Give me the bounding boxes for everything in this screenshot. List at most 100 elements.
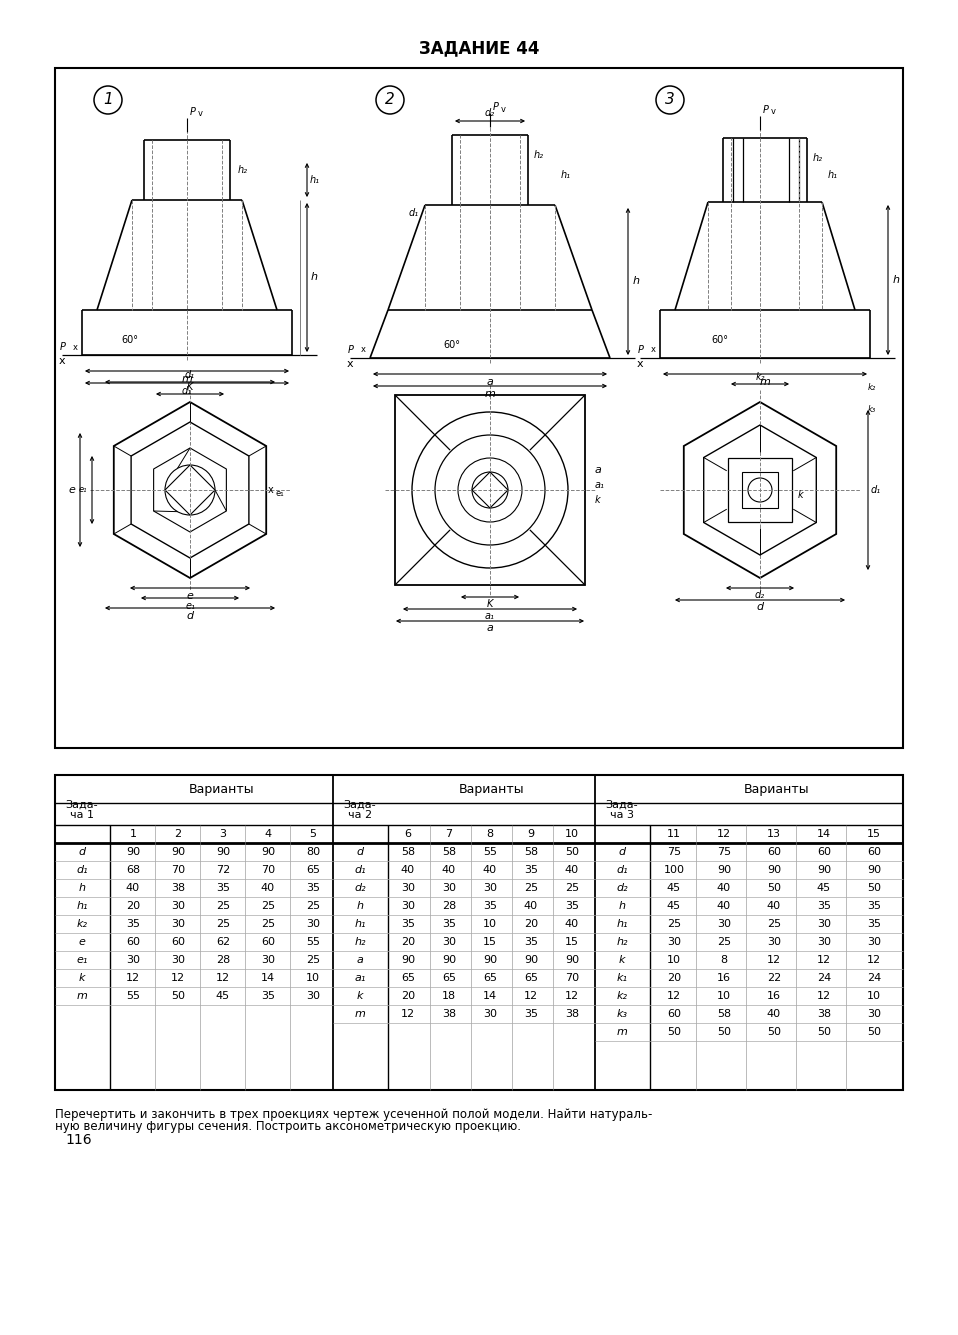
Text: h₁: h₁: [828, 170, 838, 180]
Text: 58: 58: [442, 846, 456, 857]
Text: 10: 10: [565, 829, 579, 838]
Text: 14: 14: [817, 829, 831, 838]
Text: x: x: [651, 346, 656, 355]
Text: 60: 60: [767, 846, 781, 857]
Text: 38: 38: [171, 882, 185, 893]
Text: 3: 3: [219, 829, 226, 838]
Text: 10: 10: [867, 991, 881, 1001]
Text: 35: 35: [483, 901, 497, 910]
Text: 12: 12: [867, 955, 881, 965]
Text: P: P: [190, 107, 195, 117]
Text: 25: 25: [306, 901, 320, 910]
Bar: [728, 458, 792, 522]
Text: 10: 10: [306, 973, 320, 983]
Text: 4: 4: [264, 829, 271, 838]
Text: 25: 25: [216, 901, 230, 910]
Text: Зада-: Зада-: [605, 800, 638, 810]
Text: h₁: h₁: [310, 175, 320, 186]
Text: k: k: [595, 495, 601, 505]
Text: d: d: [619, 846, 626, 857]
Text: 28: 28: [442, 901, 456, 910]
Text: 28: 28: [216, 955, 230, 965]
Text: k₂: k₂: [77, 918, 87, 929]
Text: a: a: [487, 623, 493, 633]
Text: 65: 65: [306, 865, 320, 874]
Text: 35: 35: [306, 882, 320, 893]
Text: 10: 10: [483, 918, 497, 929]
Text: P: P: [348, 344, 354, 355]
Text: d₂: d₂: [755, 590, 765, 599]
Text: 65: 65: [524, 973, 538, 983]
Text: 11: 11: [667, 829, 681, 838]
Text: 90: 90: [442, 955, 456, 965]
Text: 30: 30: [867, 937, 881, 947]
Text: 75: 75: [717, 846, 731, 857]
Text: 72: 72: [216, 865, 230, 874]
Text: x: x: [73, 343, 78, 351]
Text: 38: 38: [565, 1009, 579, 1019]
Text: 7: 7: [445, 829, 452, 838]
Text: 90: 90: [216, 846, 230, 857]
Text: 60°: 60°: [122, 335, 139, 344]
Text: 10: 10: [717, 991, 731, 1001]
Text: 40: 40: [767, 901, 781, 910]
Text: 30: 30: [767, 937, 781, 947]
Text: 50: 50: [171, 991, 185, 1001]
Text: e: e: [69, 485, 76, 495]
Text: Варианты: Варианты: [743, 782, 810, 796]
Text: e₁: e₁: [185, 601, 194, 611]
Text: 12: 12: [767, 955, 781, 965]
Text: h₂: h₂: [354, 937, 366, 947]
Text: 60: 60: [261, 937, 275, 947]
Text: 90: 90: [867, 865, 881, 874]
Text: 45: 45: [667, 882, 681, 893]
Text: Варианты: Варианты: [459, 782, 524, 796]
Text: 15: 15: [483, 937, 497, 947]
Text: 30: 30: [171, 918, 185, 929]
Text: 30: 30: [717, 918, 731, 929]
Text: h₁: h₁: [354, 918, 366, 929]
Text: k₃: k₃: [617, 1009, 627, 1019]
Text: m: m: [485, 388, 495, 399]
Text: h₂: h₂: [616, 937, 627, 947]
Text: 8: 8: [720, 955, 727, 965]
Text: 20: 20: [524, 918, 538, 929]
Text: h: h: [619, 901, 626, 910]
Text: e: e: [79, 937, 85, 947]
Text: 30: 30: [483, 882, 497, 893]
Text: 30: 30: [171, 955, 185, 965]
Text: h: h: [356, 901, 363, 910]
Text: 75: 75: [667, 846, 681, 857]
Text: 12: 12: [171, 973, 185, 983]
Text: 25: 25: [717, 937, 731, 947]
Text: 35: 35: [524, 865, 538, 874]
Text: P: P: [60, 342, 66, 352]
Text: 3: 3: [665, 92, 674, 108]
Text: 55: 55: [306, 937, 320, 947]
Text: Зада-: Зада-: [66, 800, 99, 810]
Text: 14: 14: [261, 973, 275, 983]
Text: d₁: d₁: [409, 208, 419, 218]
Text: e: e: [187, 591, 194, 601]
Text: m: m: [354, 1009, 365, 1019]
Text: k₁: k₁: [617, 973, 627, 983]
Text: 65: 65: [483, 973, 497, 983]
Text: 30: 30: [126, 955, 140, 965]
Text: 12: 12: [524, 991, 538, 1001]
Text: e₁: e₁: [77, 955, 88, 965]
Text: 40: 40: [442, 865, 456, 874]
Text: h₂: h₂: [813, 154, 823, 163]
Text: 20: 20: [401, 937, 415, 947]
Text: P: P: [493, 101, 499, 112]
Text: 40: 40: [717, 882, 731, 893]
Text: 90: 90: [565, 955, 579, 965]
Text: 35: 35: [867, 918, 881, 929]
Text: 13: 13: [767, 829, 781, 838]
Text: m: m: [182, 374, 193, 384]
Bar: [55, 776, 903, 1089]
Text: 30: 30: [667, 937, 681, 947]
Text: 15: 15: [565, 937, 579, 947]
Text: 30: 30: [261, 955, 275, 965]
Text: 50: 50: [667, 1027, 681, 1037]
Text: 30: 30: [442, 937, 456, 947]
